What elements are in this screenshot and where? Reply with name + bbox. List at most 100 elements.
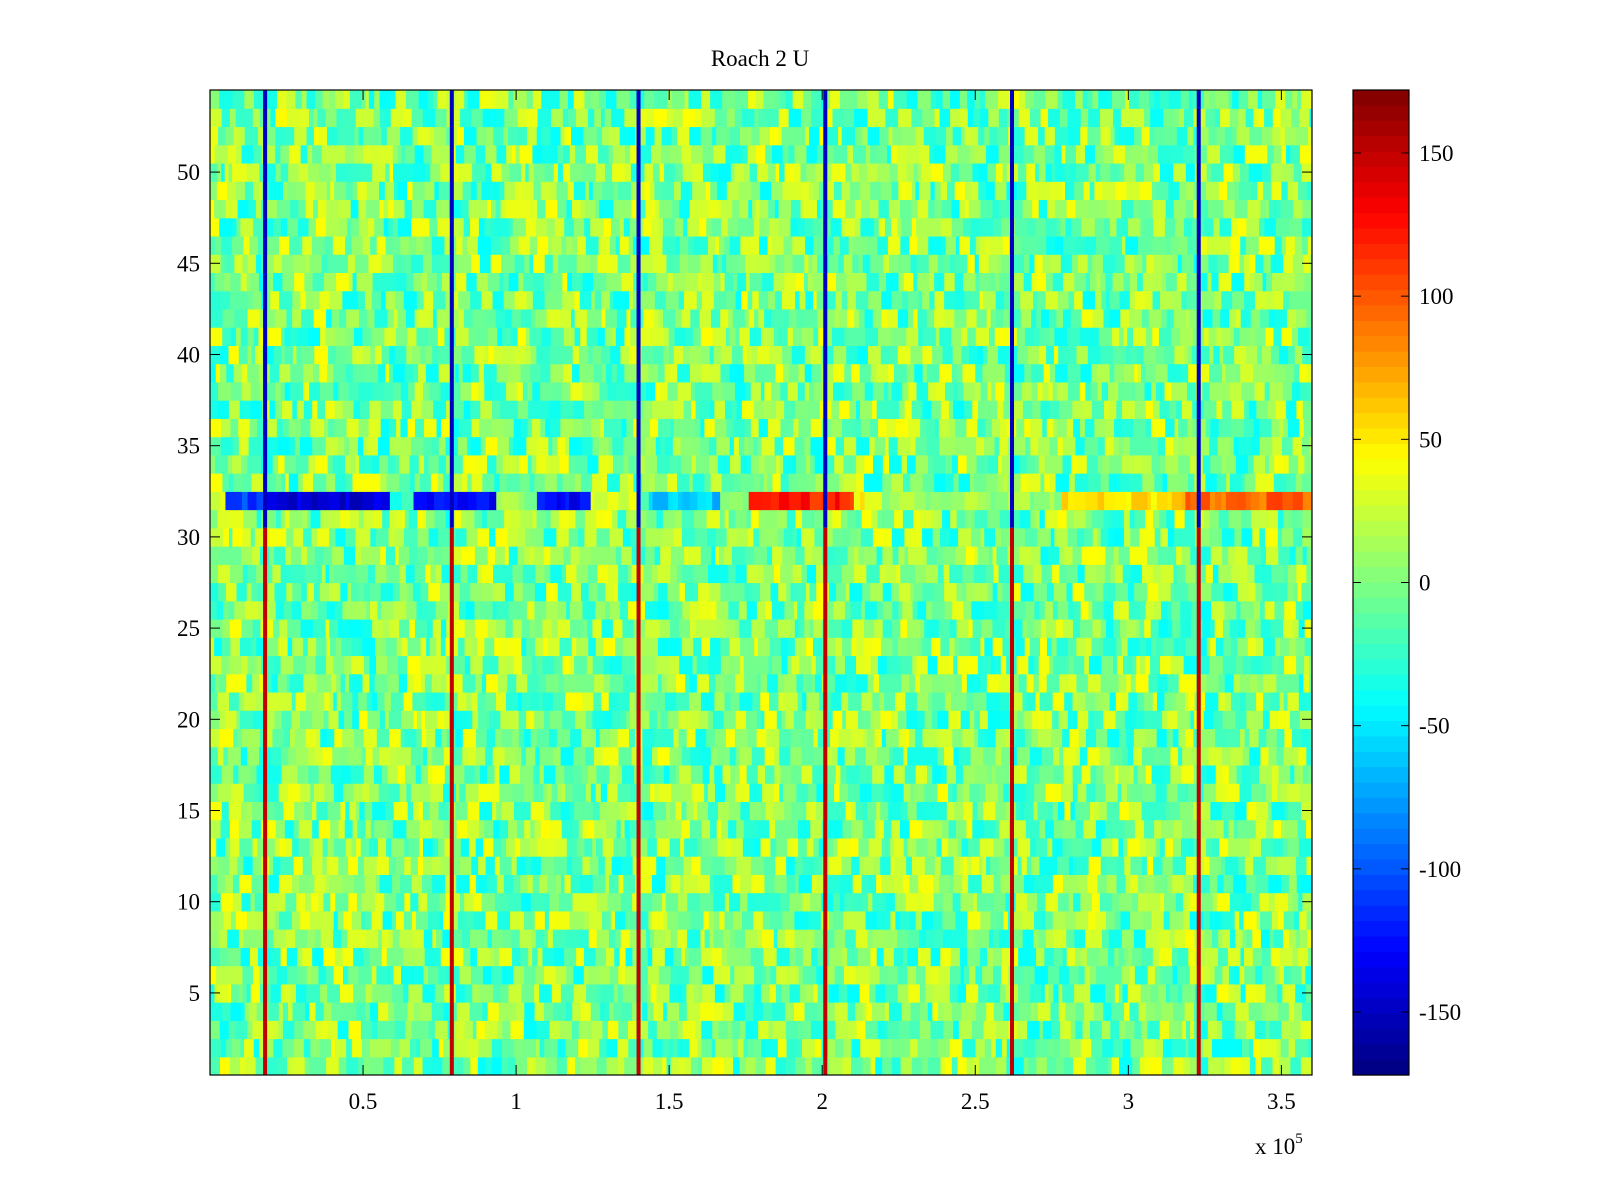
heatmap-cell [572, 1002, 577, 1021]
heatmap-cell [780, 473, 790, 492]
heatmap-cell [570, 381, 583, 401]
heatmap-cell [834, 1038, 844, 1058]
heatmap-cell [1073, 491, 1086, 511]
heatmap-cell [301, 546, 308, 565]
heatmap-cell [938, 965, 951, 985]
heatmap-cell [1245, 618, 1256, 638]
heatmap-cell [1177, 564, 1186, 584]
heatmap-cell [1246, 1020, 1256, 1040]
heatmap-cell [1158, 983, 1167, 1003]
heatmap-cell [1242, 746, 1250, 766]
heatmap-cell [1157, 436, 1166, 456]
heatmap-cell [760, 381, 765, 401]
heatmap-cell [365, 1002, 371, 1021]
heatmap-cell [1260, 618, 1271, 638]
heatmap-cell [854, 564, 867, 584]
heatmap-cell [990, 856, 1000, 875]
heatmap-cell [918, 947, 927, 967]
heatmap-cell [324, 418, 329, 438]
heatmap-cell [1261, 1002, 1267, 1021]
heatmap-cell [747, 728, 758, 748]
heatmap-cell [290, 381, 304, 401]
heatmap-cell [241, 655, 249, 675]
heatmap-cell [267, 418, 278, 438]
heatmap-cell [220, 436, 234, 456]
heatmap-cell [865, 1020, 879, 1040]
heatmap-cell [295, 418, 302, 438]
heatmap-cell [835, 1020, 849, 1040]
heatmap-cell [1178, 454, 1191, 474]
heatmap-cell [1093, 1020, 1103, 1040]
heatmap-cell [1263, 691, 1272, 711]
heatmap-cell [425, 564, 432, 584]
heatmap-cell [652, 491, 660, 511]
heatmap-cell [607, 381, 617, 401]
heatmap-cell [1056, 381, 1069, 401]
heatmap-cell [1170, 801, 1181, 821]
heatmap-cell [1011, 673, 1020, 693]
heatmap-cell [1086, 983, 1091, 1003]
heatmap-cell [1106, 910, 1116, 930]
heatmap-cell [1145, 929, 1160, 948]
heatmap-cell [538, 673, 546, 693]
heatmap-cell [793, 418, 800, 438]
heatmap-cell [1211, 1038, 1222, 1058]
heatmap-cell [1082, 1020, 1091, 1040]
heatmap-cell [1308, 655, 1312, 675]
heatmap-cell [1084, 965, 1091, 985]
heatmap-cell [1226, 783, 1241, 802]
heatmap-cell [1115, 710, 1126, 730]
heatmap-cell [1143, 710, 1155, 730]
heatmap-cell [825, 546, 836, 565]
heatmap-cell [243, 691, 257, 711]
heatmap-cell [1107, 527, 1114, 547]
heatmap-cell [935, 381, 946, 401]
heatmap-cell [286, 491, 298, 511]
heatmap-cell [834, 965, 845, 985]
heatmap-cell [660, 618, 671, 638]
heatmap-cell [703, 910, 710, 930]
heatmap-cell [274, 655, 282, 675]
heatmap-cell [764, 381, 772, 401]
heatmap-cell [802, 856, 810, 875]
heatmap-cell [506, 691, 519, 711]
heatmap-cell [533, 783, 544, 802]
heatmap-cell [592, 655, 605, 675]
heatmap-cell [835, 491, 841, 511]
heatmap-cell [712, 491, 721, 511]
heatmap-cell [718, 546, 725, 565]
heatmap-cell [700, 546, 712, 565]
heatmap-cell [678, 1020, 684, 1040]
heatmap-cell [383, 381, 394, 401]
heatmap-cell [576, 673, 586, 693]
heatmap-cell [487, 618, 497, 638]
heatmap-cell [901, 454, 908, 474]
heatmap-cell [1047, 965, 1060, 985]
heatmap-cell [1260, 929, 1271, 948]
heatmap-cell [478, 819, 485, 839]
heatmap-cell [1100, 856, 1107, 875]
heatmap-cell [1118, 764, 1130, 784]
heatmap-cell [608, 454, 614, 474]
heatmap-cell [363, 728, 378, 748]
heatmap-cell [931, 965, 940, 985]
heatmap-cell [1020, 600, 1026, 620]
heatmap-cell [423, 746, 428, 766]
heatmap-cell [529, 618, 537, 638]
heatmap-cell [588, 819, 595, 839]
heatmap-cell [969, 710, 975, 730]
heatmap-cell [289, 983, 297, 1003]
heatmap-cell [966, 454, 978, 474]
heatmap-cell [987, 582, 994, 602]
heatmap-cell [625, 400, 633, 419]
heatmap-cell [863, 618, 875, 638]
heatmap-cell [575, 691, 583, 711]
heatmap-cell [880, 856, 892, 875]
heatmap-cell [1049, 436, 1058, 456]
heatmap-cell [1282, 929, 1290, 948]
heatmap-cell [233, 728, 238, 748]
heatmap-cell [375, 874, 381, 894]
heatmap-cell [708, 910, 715, 930]
heatmap-cell [496, 874, 505, 894]
heatmap-cell [769, 819, 776, 839]
